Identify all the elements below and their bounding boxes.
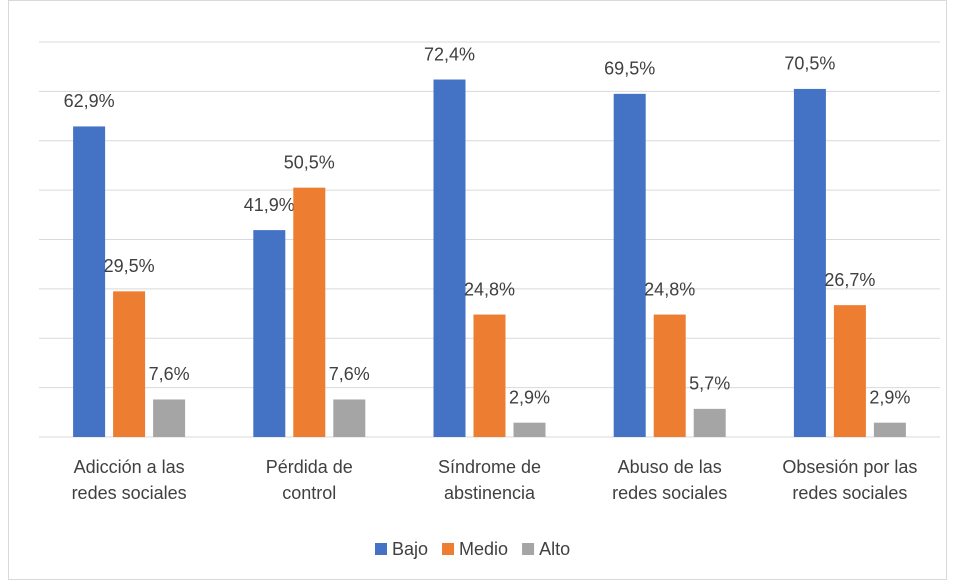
data-label: 24,8% (464, 279, 515, 299)
data-label: 72,4% (424, 44, 475, 64)
x-tick-label: abstinencia (444, 483, 536, 503)
legend-label: Alto (539, 539, 570, 559)
x-tick-label: redes sociales (792, 483, 907, 503)
x-tick-label: Abuso de las (618, 457, 722, 477)
bar (333, 399, 366, 437)
x-tick-label: control (282, 483, 336, 503)
x-tick-label: Adicción a las (74, 457, 185, 477)
bar (433, 79, 466, 438)
x-tick-label: Pérdida de (266, 457, 353, 477)
chart-frame (8, 0, 947, 580)
data-label: 70,5% (784, 54, 835, 74)
legend-swatch (442, 543, 455, 555)
bar (253, 230, 286, 437)
data-label: 69,5% (604, 59, 655, 79)
data-label: 7,6% (329, 364, 370, 384)
data-label: 62,9% (64, 91, 115, 111)
bar (613, 93, 646, 437)
x-tick-label: redes sociales (72, 483, 187, 503)
bar (113, 291, 146, 437)
legend-swatch (522, 543, 535, 555)
legend-swatch (375, 543, 387, 555)
bar (473, 314, 506, 437)
legend-label: Bajo (392, 539, 428, 559)
data-label: 41,9% (244, 195, 295, 215)
bar (793, 88, 826, 437)
data-label: 2,9% (869, 387, 910, 407)
data-label: 7,6% (149, 364, 190, 384)
data-label: 2,9% (509, 387, 550, 407)
data-label: 24,8% (644, 279, 695, 299)
data-label: 29,5% (104, 256, 155, 276)
bar (653, 314, 686, 437)
bar (833, 305, 866, 437)
x-tick-label: Obsesión por las (782, 457, 917, 477)
data-label: 5,7% (689, 374, 730, 394)
x-tick-label: redes sociales (612, 483, 727, 503)
bar (873, 422, 906, 437)
bar (693, 408, 726, 437)
data-label: 26,7% (824, 270, 875, 290)
bar (73, 126, 106, 438)
x-tick-label: Síndrome de (438, 457, 541, 477)
bar (153, 399, 186, 437)
bar (513, 422, 546, 437)
legend-label: Medio (459, 539, 508, 559)
bar (293, 187, 326, 437)
data-label: 50,5% (284, 152, 335, 172)
